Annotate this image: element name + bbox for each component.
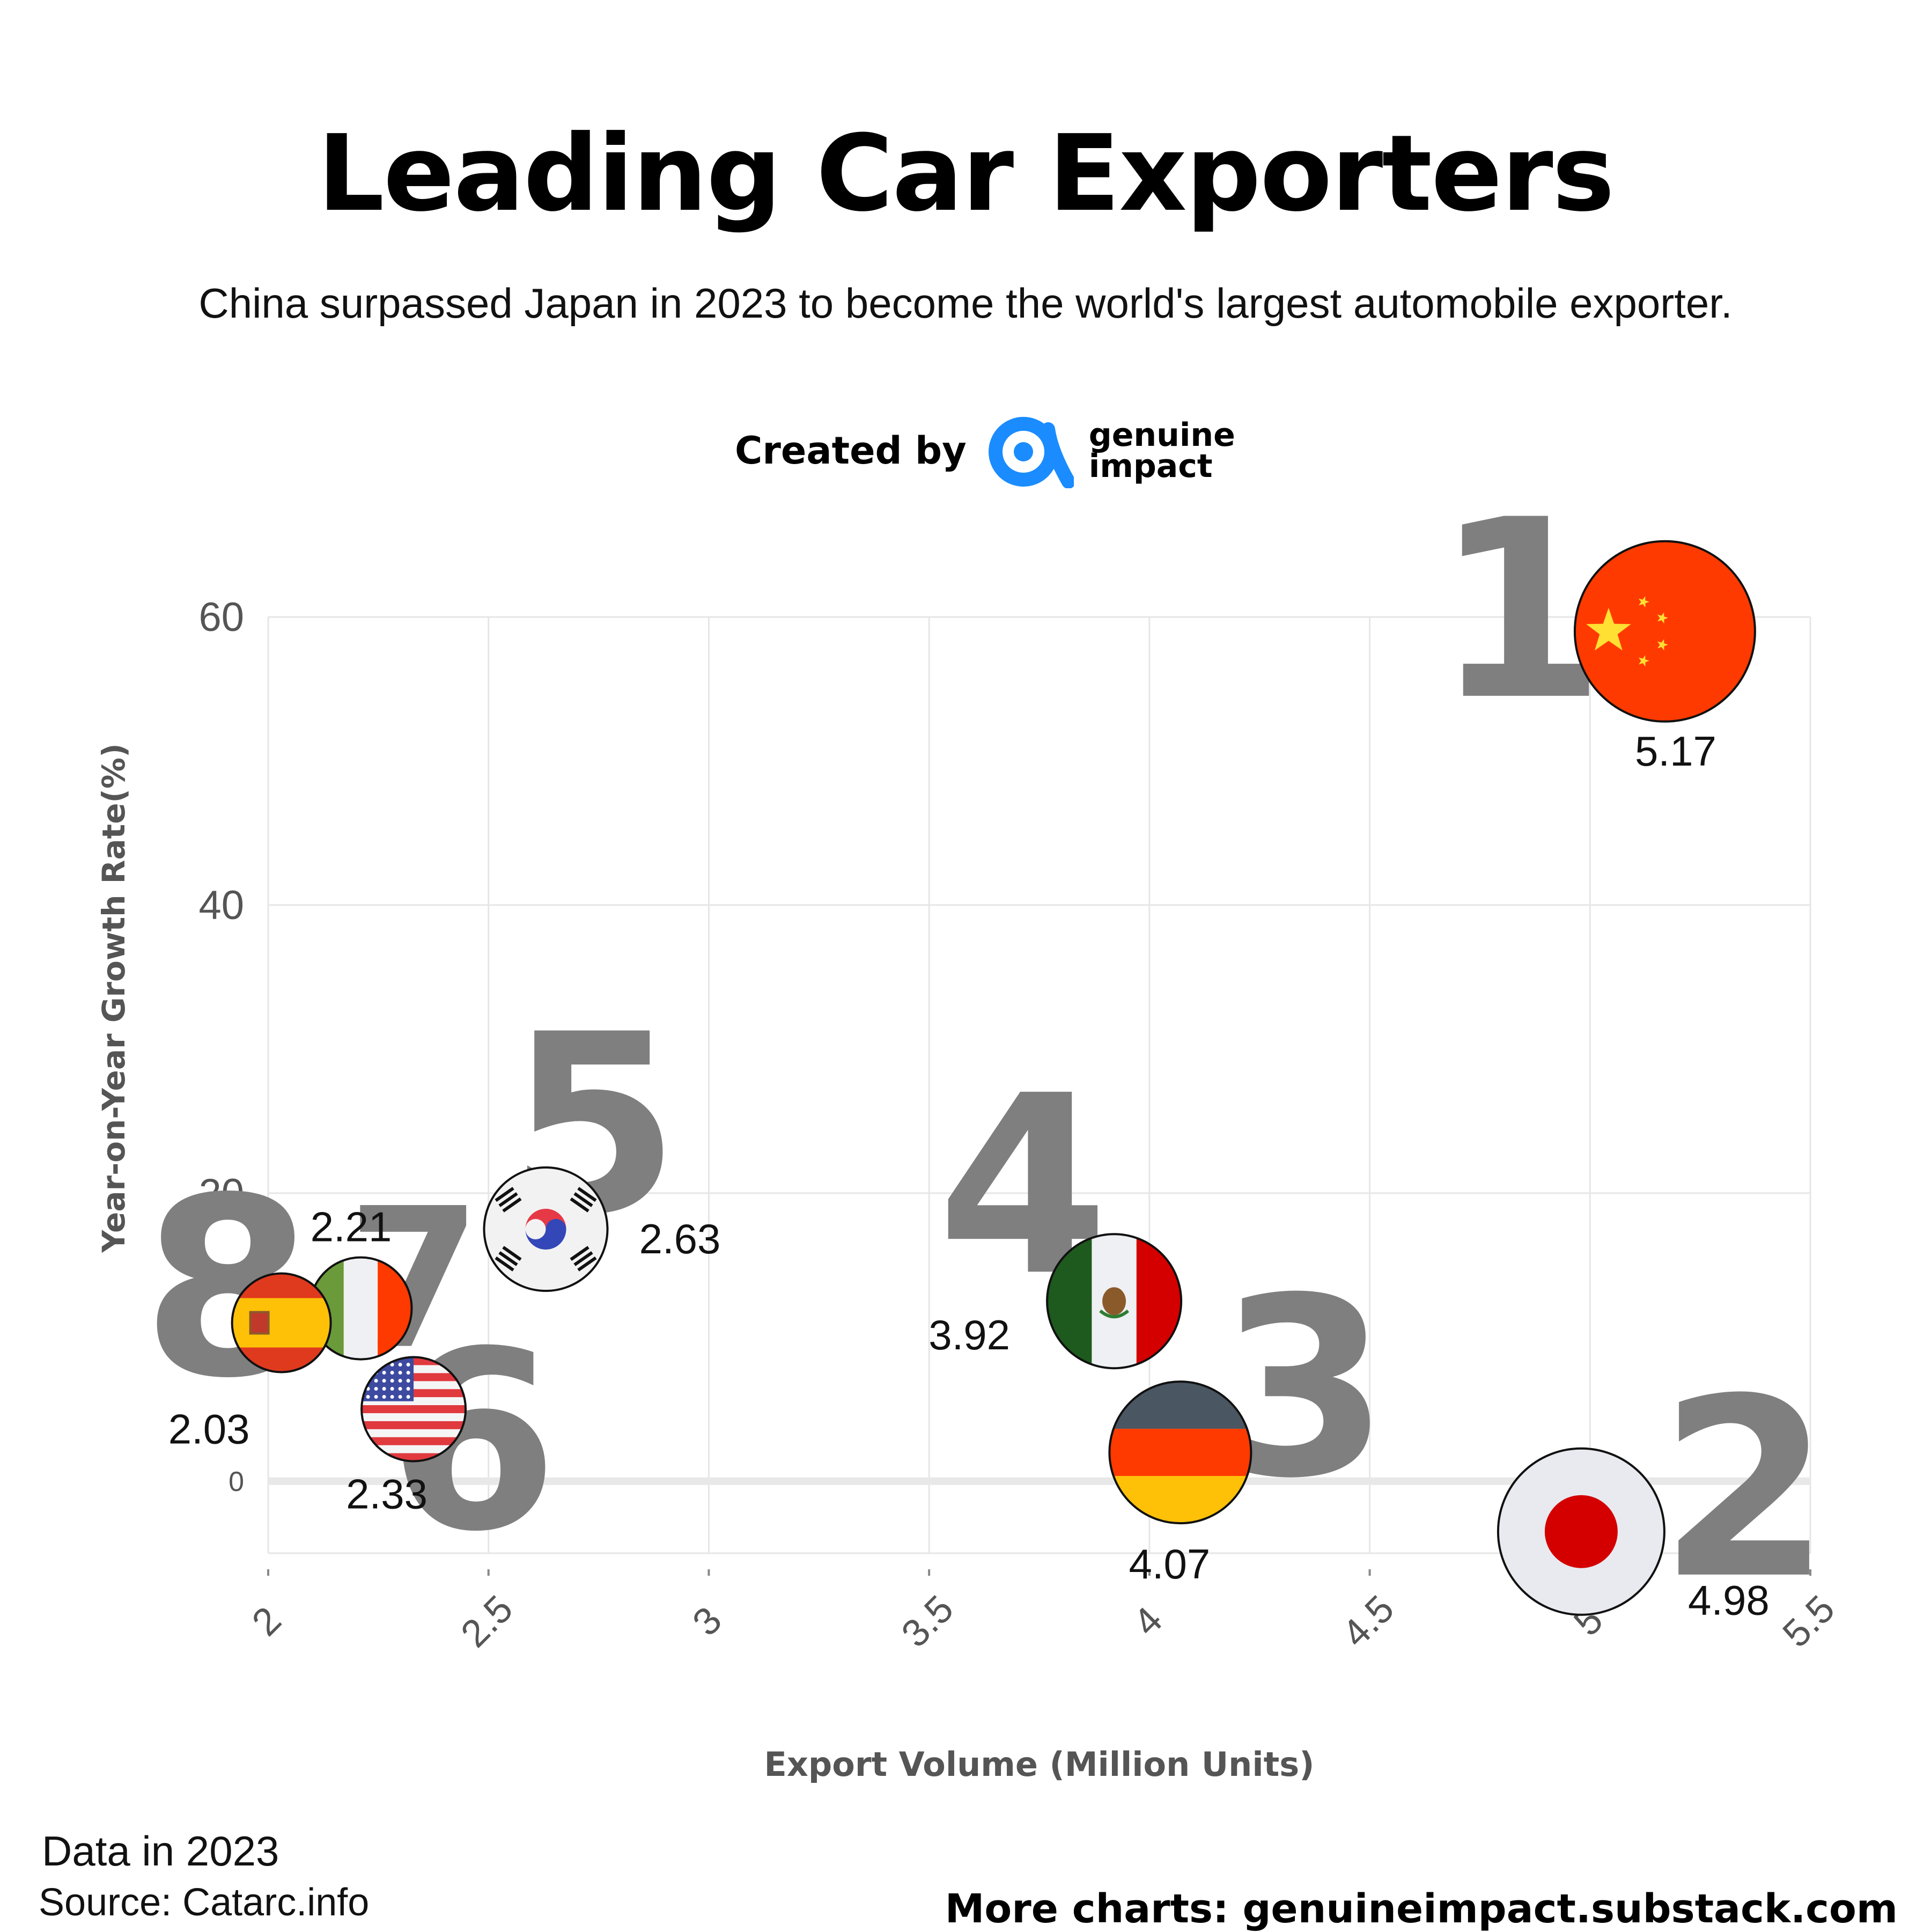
japan-flag-icon: [1497, 1447, 1665, 1616]
x-tick-label: 3.5: [894, 1587, 962, 1655]
footer-data-year: Data in 2023: [42, 1827, 279, 1875]
value-label-spain: 2.03: [168, 1405, 250, 1452]
page-subtitle: China surpassed Japan in 2023 to become …: [198, 280, 1733, 327]
credit-block: Created by genuine impact: [735, 413, 1235, 488]
x-tick-label: 3: [684, 1599, 730, 1644]
value-label-germany: 4.07: [1129, 1540, 1210, 1588]
value-label-usa: 2.33: [346, 1471, 428, 1518]
south-korea-flag-icon: [483, 1166, 609, 1292]
value-label-japan: 4.98: [1688, 1577, 1770, 1624]
brand-name-line1: genuine: [1088, 416, 1235, 454]
brand-name: genuine impact: [1088, 416, 1235, 485]
y-tick-label: 40: [198, 883, 244, 928]
flags: [231, 540, 1756, 1616]
footer-more-charts-link[interactable]: More charts: genuineimpact.substack.com: [945, 1886, 1898, 1932]
x-tick-label: 2: [244, 1599, 290, 1644]
value-label-italy: 2.21: [311, 1203, 392, 1251]
value-label-mexico: 3.92: [928, 1311, 1010, 1358]
y-tick-label: 60: [198, 594, 244, 640]
genuine-impact-logo-icon: [988, 417, 1074, 488]
x-tick-label: 4: [1125, 1599, 1171, 1644]
spain-flag-icon: [231, 1272, 332, 1373]
x-tick-label: 2.5: [453, 1587, 521, 1655]
y-axis-title: Year-on-Year Growth Rate(%): [95, 743, 132, 1253]
page-title: Leading Car Exporters: [317, 113, 1615, 235]
china-flag-icon: [1573, 540, 1756, 723]
rank-number-japan: 2: [1659, 1346, 1831, 1633]
rank-number-germany: 3: [1218, 1245, 1389, 1532]
footer-source: Source: Catarc.info: [39, 1881, 370, 1924]
value-label-china: 5.17: [1635, 728, 1716, 775]
y-tick-label: 0: [229, 1466, 244, 1497]
value-label-korea: 2.63: [639, 1215, 721, 1262]
x-tick-label: 4.5: [1334, 1587, 1402, 1655]
value-labels: 5.17 4.98 4.07 3.92 2.63 2.33 2.21 2.03: [168, 728, 1770, 1624]
y-tick-label: 20: [198, 1171, 244, 1216]
brand-name-line2: impact: [1088, 447, 1213, 485]
created-by-label: Created by: [735, 429, 967, 473]
germany-flag-icon: [1108, 1380, 1252, 1525]
x-axis-title: Export Volume (Million Units): [764, 1745, 1315, 1784]
mexico-flag-icon: [1046, 1233, 1183, 1370]
usa-flag-icon: [360, 1356, 467, 1463]
